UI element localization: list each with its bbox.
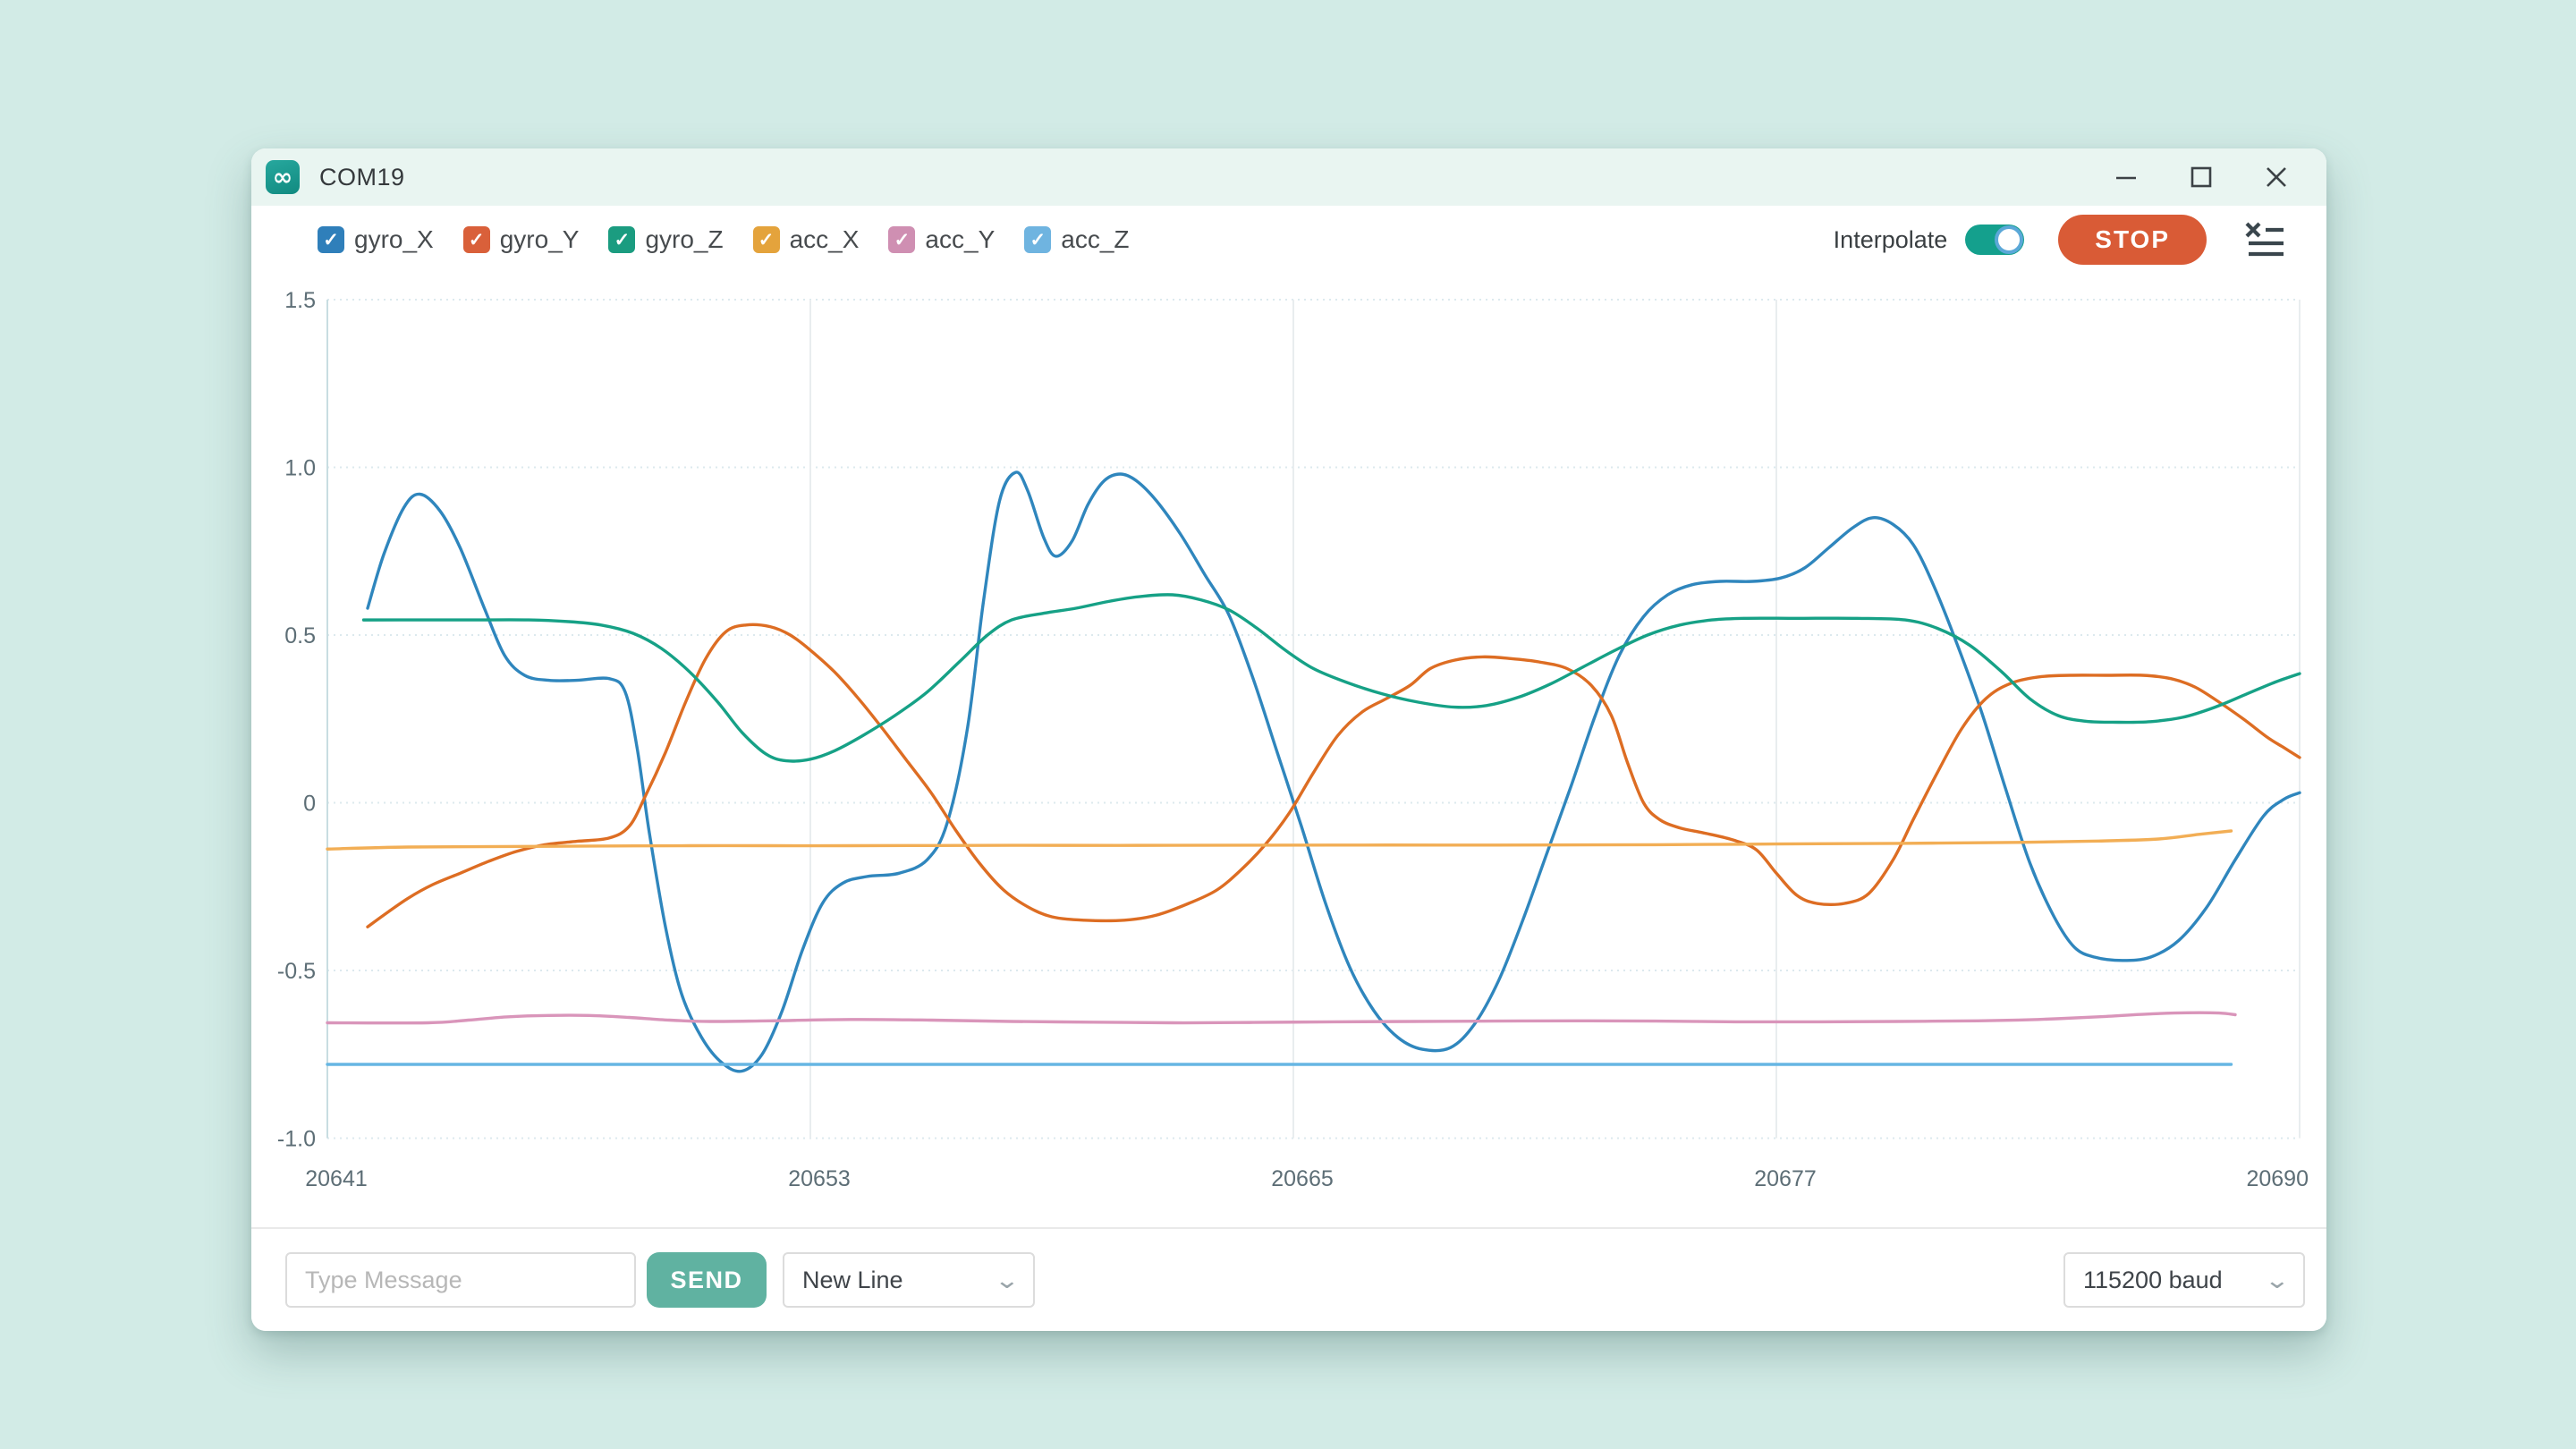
series-legend: ✓ gyro_X ✓ gyro_Y ✓ gyro_Z ✓ acc_X ✓ acc_Y ✓ acc_Z [318,225,1159,254]
y-tick-label: 1.0 [284,456,316,481]
legend-label: acc_X [789,225,860,253]
legend-label: acc_Z [1061,225,1130,253]
checkbox-checked-icon[interactable]: ✓ [462,226,490,253]
x-tick-label: 20690 [2246,1166,2309,1191]
series-line-gyro_Y [366,623,2301,928]
legend-item-gyro_X[interactable]: ✓ gyro_X [318,225,434,254]
legend-item-gyro_Z[interactable]: ✓ gyro_Z [608,225,724,254]
clear-chart-icon [2245,222,2284,257]
baud-rate-select[interactable]: 115200 baud ⌄ [2063,1252,2305,1308]
y-tick-label: -1.0 [277,1127,316,1152]
message-bar: SEND New Line ⌄ 115200 baud ⌄ [251,1227,2326,1331]
send-button[interactable]: SEND [647,1252,767,1308]
checkbox-checked-icon[interactable]: ✓ [752,226,780,253]
legend-item-gyro_Y[interactable]: ✓ gyro_Y [462,225,580,254]
minimize-icon [2116,176,2136,180]
y-tick-label: 1.5 [284,288,316,313]
series-line-gyro_X [366,470,2301,1073]
chevron-down-icon: ⌄ [2264,1266,2291,1293]
series-line-acc_X [326,829,2233,851]
line-ending-value: New Line [802,1266,903,1293]
legend-label: gyro_Z [645,225,724,253]
clear-chart-button[interactable] [2244,221,2285,258]
window-title: COM19 [319,163,405,191]
legend-label: gyro_Y [499,225,580,253]
chevron-down-icon: ⌄ [994,1266,1021,1293]
x-tick-label: 20677 [1754,1166,1817,1191]
y-tick-label: 0.5 [284,623,316,648]
line-ending-select[interactable]: New Line ⌄ [783,1252,1035,1308]
toggle-knob [1995,225,2024,254]
y-tick-label: -0.5 [277,959,316,984]
arduino-app-icon: ∞ [266,160,300,194]
legend-item-acc_X[interactable]: ✓ acc_X [752,225,860,254]
x-tick-label: 20665 [1271,1166,1334,1191]
x-tick-label: 20641 [305,1166,368,1191]
legend-label: gyro_X [354,225,434,253]
x-tick-label: 20653 [788,1166,851,1191]
close-button[interactable] [2239,148,2314,206]
legend-label: acc_Y [925,225,996,253]
maximize-icon [2190,166,2212,188]
titlebar: ∞ COM19 [251,148,2326,206]
checkbox-checked-icon[interactable]: ✓ [608,226,636,253]
serial-plotter-window: ∞ COM19 ✓ gyro_X ✓ gyro_Y ✓ gyro_Z ✓ acc_X ✓ acc_… [251,148,2326,1331]
maximize-button[interactable] [2164,148,2239,206]
legend-item-acc_Z[interactable]: ✓ acc_Z [1024,225,1130,254]
y-tick-label: 0 [303,792,316,817]
checkbox-checked-icon[interactable]: ✓ [888,226,916,253]
message-input[interactable] [285,1252,636,1308]
chart-area: 1.5 1.0 0.5 0 -0.5 -1.0 20641 20653 20665 20677 20… [251,274,2326,1227]
line-chart: 1.5 1.0 0.5 0 -0.5 -1.0 20641 20653 20665 20677 20… [277,288,2309,1191]
checkbox-checked-icon[interactable]: ✓ [318,226,344,253]
close-icon [2267,167,2286,187]
series-line-gyro_Z [361,593,2301,763]
baud-rate-value: 115200 baud [2083,1266,2223,1293]
legend-item-acc_Y[interactable]: ✓ acc_Y [888,225,995,254]
series-line-acc_Y [326,1011,2237,1025]
plotter-toolbar: ✓ gyro_X ✓ gyro_Y ✓ gyro_Z ✓ acc_X ✓ acc_Y ✓ acc_Z … [251,206,2326,274]
stop-button[interactable]: STOP [2058,215,2207,265]
interpolate-label: Interpolate [1833,225,1948,253]
minimize-button[interactable] [2089,148,2164,206]
checkbox-checked-icon[interactable]: ✓ [1024,226,1052,253]
interpolate-toggle[interactable] [1965,225,2025,255]
